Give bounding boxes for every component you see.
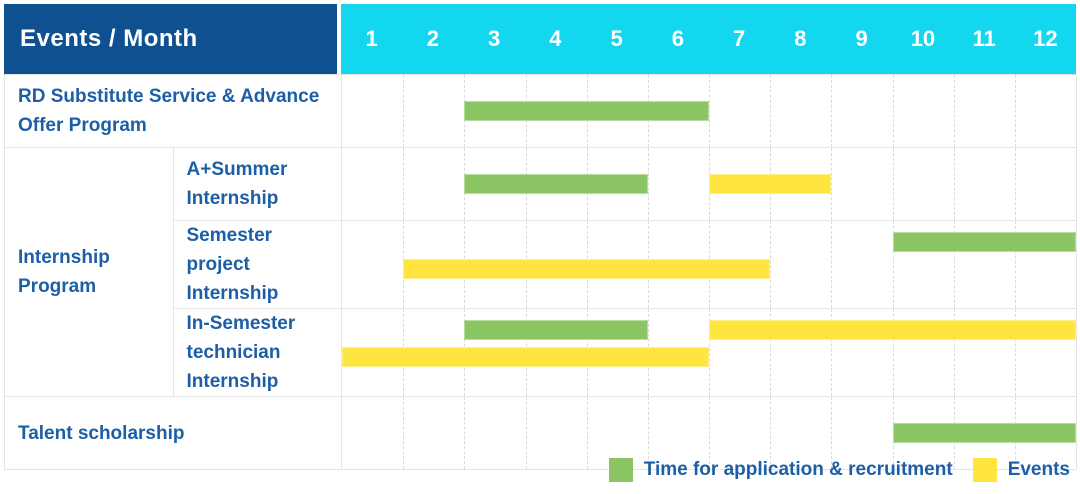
legend: Time for application & recruitment Events <box>608 458 1070 482</box>
month-label-10: 10 <box>910 26 936 51</box>
events-month-header: Events / Month <box>4 4 337 74</box>
month-header: 1 2 3 4 5 6 7 8 9 10 11 12 <box>341 4 1076 74</box>
month-gridline <box>770 75 772 147</box>
month-gridline <box>831 148 833 220</box>
month-gridline <box>953 309 955 396</box>
month-gridline <box>831 75 833 147</box>
schedule-row: In-Semester technician Internship <box>5 308 1077 397</box>
schedule-row: Internship Program A+Summer Internship <box>4 147 1077 397</box>
month-gridline <box>403 75 405 147</box>
legend-label-events: Events <box>1007 459 1070 480</box>
month-label-9: 9 <box>855 26 868 51</box>
month-label-1: 1 <box>365 26 378 51</box>
month-gridline <box>831 397 833 469</box>
month-gridline <box>586 397 588 469</box>
gantt-bar-recruitment <box>892 423 1076 443</box>
schedule-row: Semester project Internship <box>5 220 1077 309</box>
gantt-bar-events <box>709 174 832 194</box>
month-gridline <box>770 397 772 469</box>
gantt-bar-events <box>342 347 709 367</box>
month-gridline <box>647 148 649 220</box>
month-gridline <box>892 221 894 308</box>
month-label-8: 8 <box>794 26 807 51</box>
chart-cell <box>341 220 1077 309</box>
legend-item-events: Events <box>972 458 1070 482</box>
month-gridline <box>403 148 405 220</box>
table-header-row: Events / Month 1 2 3 4 5 6 7 8 9 10 11 12 <box>4 4 1076 74</box>
month-gridline <box>464 397 466 469</box>
legend-label-recruitment: Time for application & recruitment <box>643 459 953 480</box>
month-gridline <box>1014 148 1016 220</box>
gantt-bar-recruitment <box>464 101 709 121</box>
month-gridline <box>1014 309 1016 396</box>
row-label: RD Substitute Service & Advance Offer Pr… <box>4 74 342 148</box>
month-label-7: 7 <box>733 26 746 51</box>
legend-swatch-events <box>972 458 997 482</box>
schedule-row: Talent scholarship <box>4 396 1077 470</box>
month-gridline <box>953 75 955 147</box>
month-gridline <box>892 309 894 396</box>
schedule-table: Events / Month 1 2 3 4 5 6 7 8 9 10 11 12 RD Substi… <box>4 4 1077 470</box>
month-gridline <box>709 309 710 396</box>
month-gridline <box>770 309 772 396</box>
month-gridline <box>709 75 710 147</box>
month-label-2: 2 <box>426 26 439 51</box>
month-gridline <box>770 221 772 308</box>
gantt-table: RD Substitute Service & Advance Offer Pr… <box>4 74 1077 470</box>
chart-cell <box>341 308 1077 397</box>
month-label-5: 5 <box>610 26 623 51</box>
schedule-row: RD Substitute Service & Advance Offer Pr… <box>4 74 1077 148</box>
header-divider <box>337 4 341 74</box>
group-label: Internship Program <box>4 147 174 397</box>
sub-row-label: In-Semester technician Internship <box>172 308 342 397</box>
month-label-12: 12 <box>1033 26 1058 51</box>
gantt-bar-recruitment <box>464 320 648 340</box>
month-gridline <box>831 221 833 308</box>
gantt-bar-recruitment <box>464 174 648 194</box>
month-gridline <box>647 397 649 469</box>
month-gridline <box>403 397 405 469</box>
month-label-3: 3 <box>488 26 501 51</box>
legend-swatch-recruitment <box>608 458 633 482</box>
month-label-11: 11 <box>972 26 996 51</box>
month-label-6: 6 <box>671 26 684 51</box>
sub-row-label: A+Summer Internship <box>172 147 342 221</box>
gantt-bar-events <box>709 320 1076 340</box>
sub-row-label: Semester project Internship <box>172 220 342 309</box>
month-gridline <box>831 309 833 396</box>
month-gridline <box>953 148 955 220</box>
month-gridline <box>892 148 894 220</box>
chart-cell <box>341 74 1077 148</box>
gantt-bar-recruitment <box>892 232 1076 252</box>
month-gridline <box>709 397 710 469</box>
month-label-4: 4 <box>549 26 562 51</box>
gantt-bar-events <box>403 259 771 279</box>
chart-cell <box>341 147 1077 221</box>
month-gridline <box>892 75 894 147</box>
month-gridline <box>1014 221 1016 308</box>
chart-cell <box>341 396 1077 470</box>
month-gridline <box>953 221 955 308</box>
legend-item-recruitment: Time for application & recruitment <box>608 458 953 482</box>
month-gridline <box>1014 75 1016 147</box>
month-gridline <box>525 397 527 469</box>
row-label: Talent scholarship <box>4 396 342 470</box>
